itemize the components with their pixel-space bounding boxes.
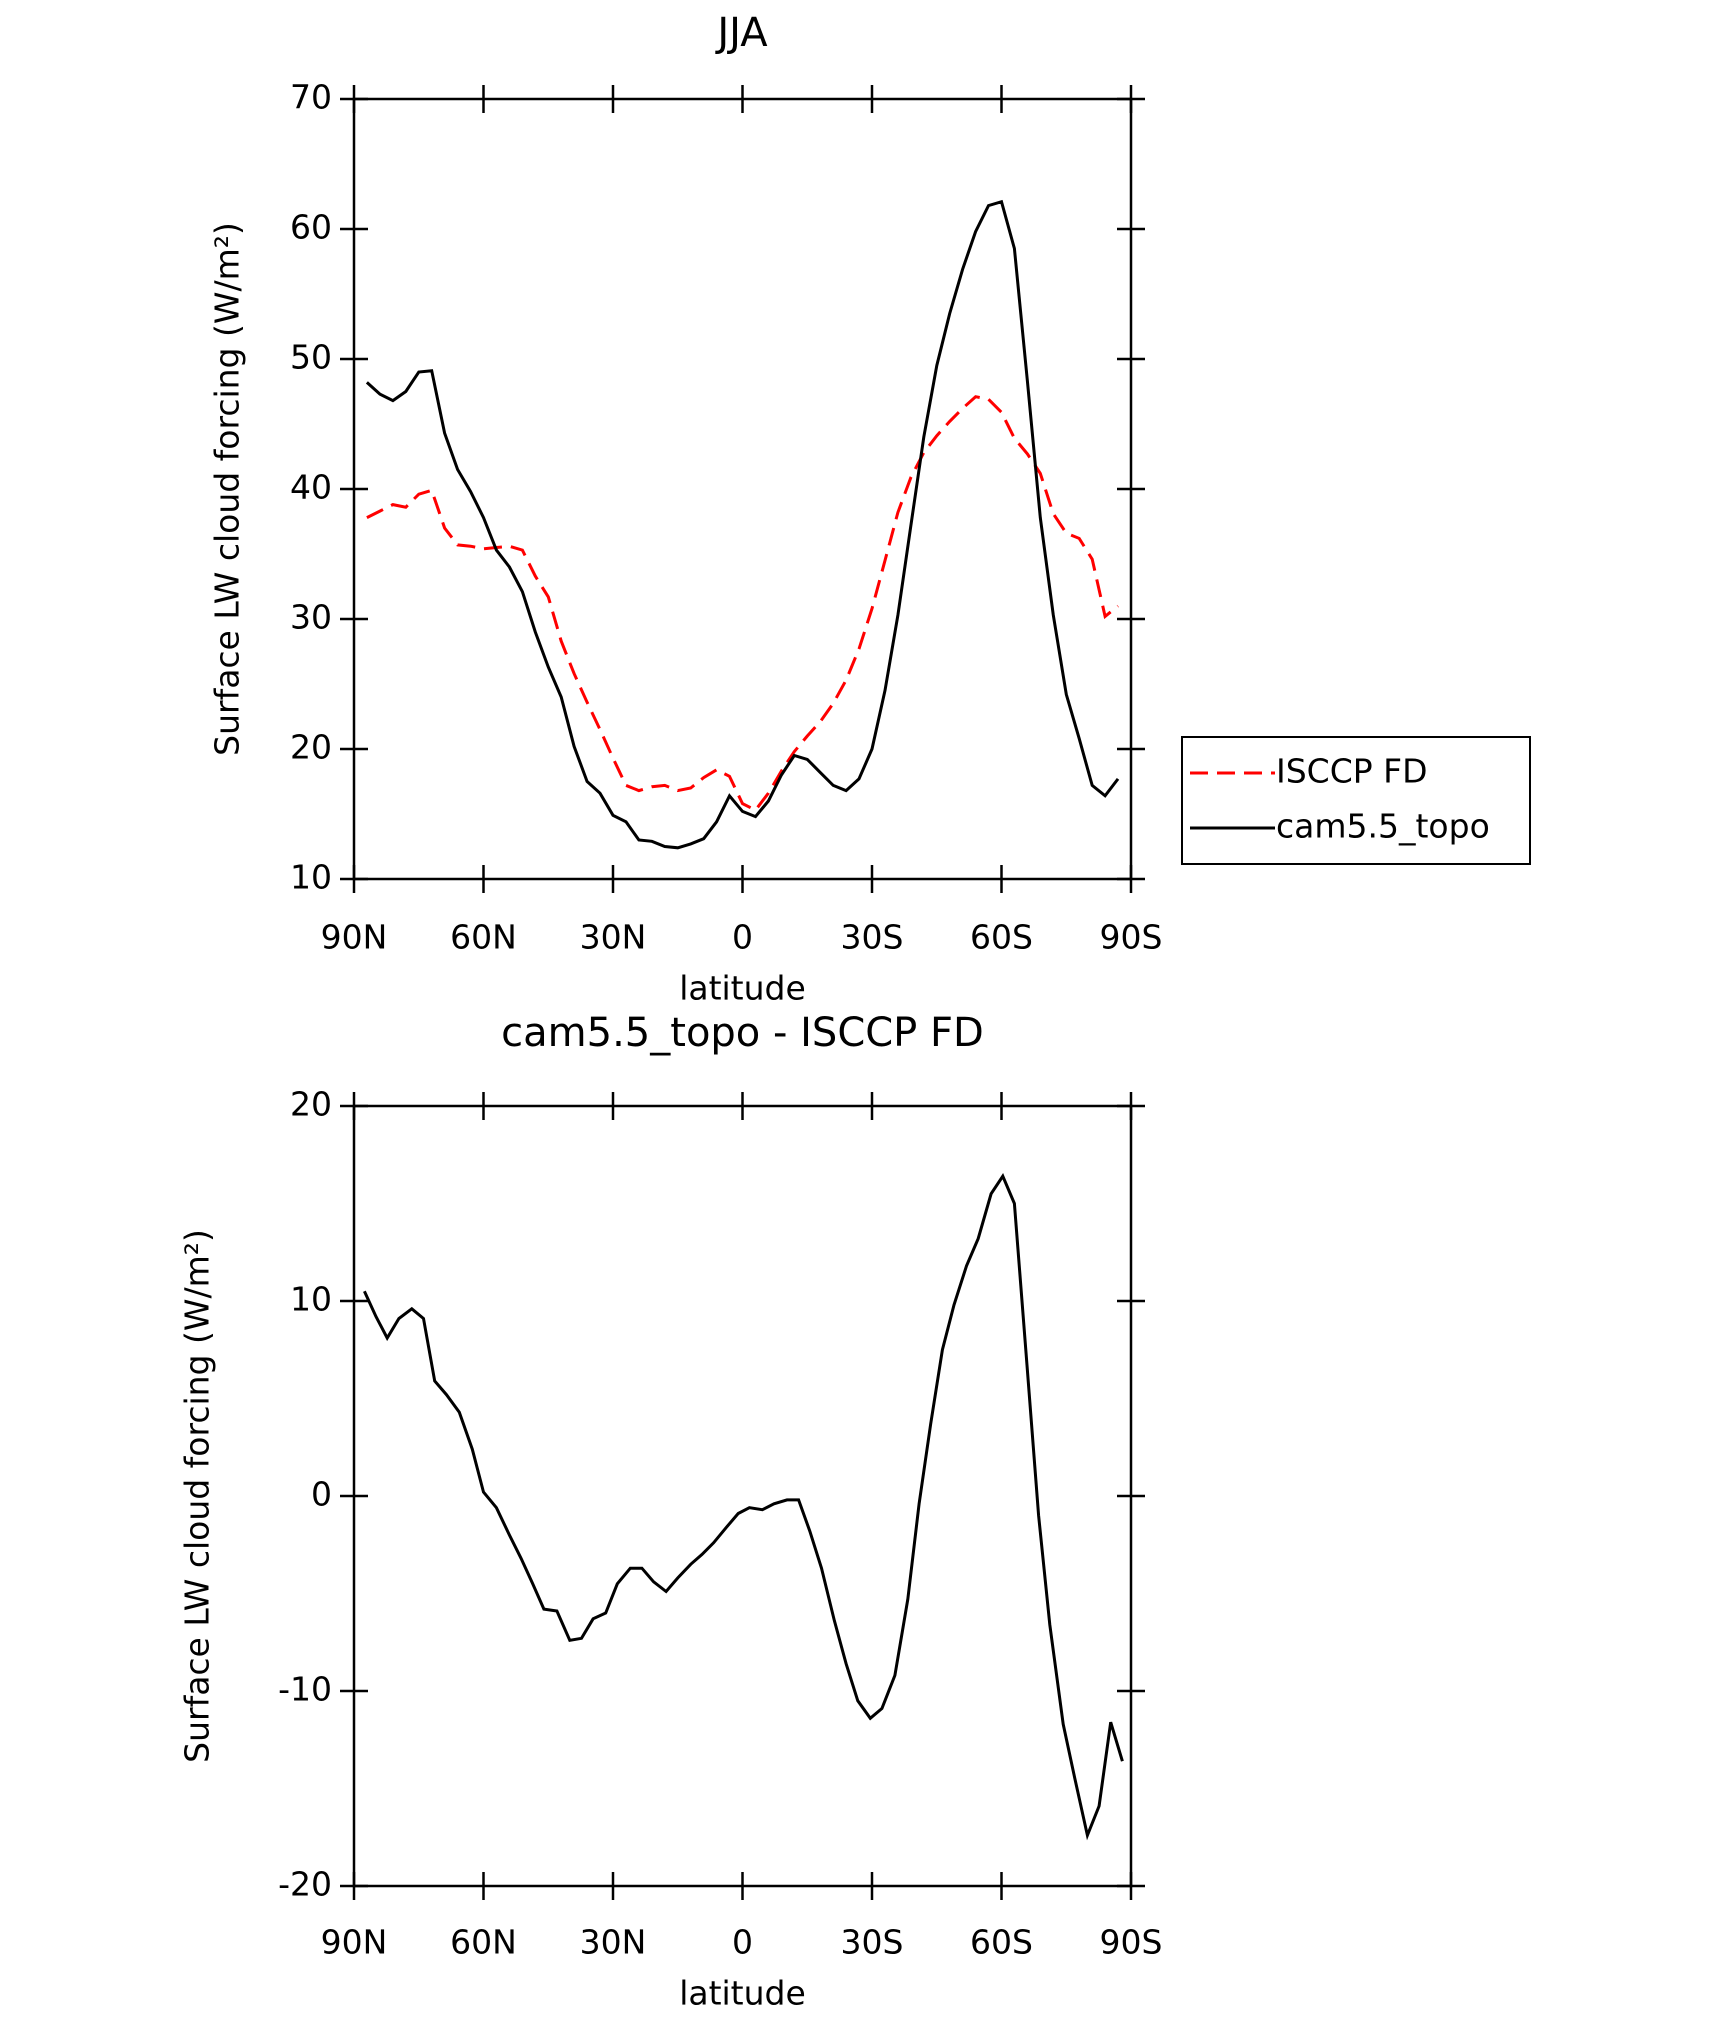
x-tick-label: 90N: [321, 1923, 388, 1962]
x-tick-label: 90N: [321, 918, 388, 957]
y-tick-label: 10: [290, 858, 332, 897]
y-tick-label: 40: [290, 468, 332, 507]
x-tick-label: 30S: [841, 918, 904, 957]
x-tick-label: 0: [732, 918, 753, 957]
x-tick-label: 30N: [580, 1923, 647, 1962]
x-axis-title: latitude: [679, 1974, 806, 2013]
legend-label: ISCCP FD: [1276, 752, 1428, 791]
data-line: [366, 395, 1119, 812]
y-tick-label: 20: [290, 728, 332, 767]
y-axis-title: Surface LW cloud forcing (W/m²): [208, 222, 247, 756]
legend-box: [1181, 736, 1531, 865]
y-tick-label: 10: [290, 1280, 332, 1319]
x-tick-label: 60N: [450, 918, 517, 957]
x-tick-label: 90S: [1100, 918, 1163, 957]
data-line: [365, 199, 1120, 850]
y-tick-label: -10: [278, 1670, 332, 1709]
y-tick-label: 30: [290, 598, 332, 637]
legend-label: cam5.5_topo: [1276, 807, 1490, 846]
x-axis-title: latitude: [679, 969, 806, 1008]
x-tick-label: 90S: [1100, 1923, 1163, 1962]
chart-title: cam5.5_topo - ISCCP FD: [501, 1010, 984, 1056]
chart-title: JJA: [714, 10, 768, 56]
x-tick-label: 60N: [450, 1923, 517, 1962]
y-tick-label: 20: [290, 1085, 332, 1124]
x-tick-label: 30N: [580, 918, 647, 957]
y-tick-label: -20: [278, 1865, 332, 1904]
y-tick-label: 60: [290, 208, 332, 247]
y-tick-label: 70: [290, 78, 332, 117]
y-tick-label: 50: [290, 338, 332, 377]
x-tick-label: 60S: [970, 1923, 1033, 1962]
x-tick-label: 30S: [841, 1923, 904, 1962]
data-line: [363, 1173, 1124, 1841]
x-tick-label: 0: [732, 1923, 753, 1962]
x-tick-label: 60S: [970, 918, 1033, 957]
y-axis-title: Surface LW cloud forcing (W/m²): [178, 1229, 217, 1763]
y-tick-label: 0: [311, 1475, 332, 1514]
